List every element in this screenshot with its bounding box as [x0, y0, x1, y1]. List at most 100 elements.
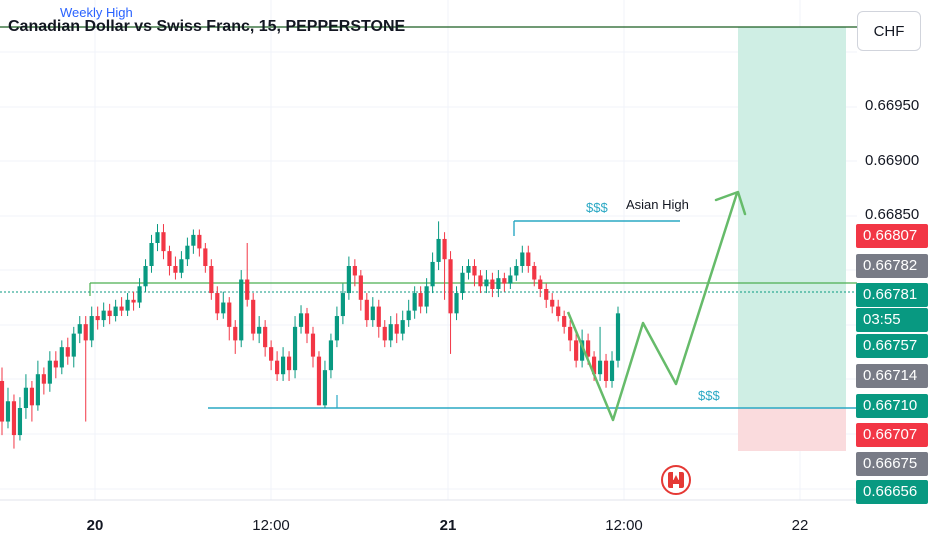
candle-body: [562, 316, 567, 327]
candle: [233, 320, 238, 354]
candle-body: [490, 279, 495, 289]
price-tag-red-line-price: 0.66807: [856, 224, 928, 248]
candle: [155, 224, 160, 252]
candle-body: [568, 326, 573, 341]
candle: [532, 261, 537, 287]
candle: [221, 291, 226, 319]
candle: [23, 374, 29, 419]
candle: [466, 259, 471, 280]
candle: [316, 351, 322, 406]
price-tag-low-price: 0.66656: [856, 480, 928, 504]
candle: [544, 283, 549, 308]
candle: [292, 316, 298, 379]
candle: [125, 293, 130, 317]
candle: [101, 302, 106, 327]
time-axis-tick: 21: [439, 517, 457, 534]
price-tag-stop-price: 0.66707: [856, 423, 928, 447]
liquidity-bottom-label: $$$: [698, 388, 720, 403]
price-tag-target-price: 0.66757: [856, 334, 928, 358]
candle: [59, 340, 64, 375]
candle: [574, 333, 579, 368]
price-tag-last-price: 0.66781: [856, 283, 928, 307]
candle: [346, 256, 351, 300]
candle: [179, 251, 184, 279]
candle: [77, 316, 82, 344]
candle-body: [149, 243, 154, 266]
candle-body: [544, 288, 549, 300]
candle: [526, 245, 531, 273]
candle-body: [143, 265, 148, 287]
candle-body: [442, 238, 447, 260]
candle-body: [394, 324, 399, 334]
candle: [550, 293, 555, 314]
weekly-high-label[interactable]: Weekly High: [60, 5, 133, 20]
candle: [173, 256, 178, 280]
candle-body: [424, 286, 429, 307]
candle: [352, 259, 357, 287]
candle-body: [418, 293, 423, 307]
candle: [562, 310, 567, 334]
candle-body: [478, 275, 483, 287]
candle: [280, 347, 286, 381]
currency-selector[interactable]: CHF: [857, 11, 921, 51]
candle: [448, 251, 453, 354]
candle-body: [436, 238, 441, 262]
maple-leaf: [671, 475, 681, 484]
candle-body: [119, 306, 124, 311]
price-tag-line-price: 0.66782: [856, 254, 928, 278]
candle-body: [257, 326, 262, 334]
time-axis-tick: 22: [791, 517, 809, 534]
candle-body: [275, 360, 280, 375]
candle: [430, 252, 435, 294]
candle-body: [203, 248, 208, 266]
candle: [131, 291, 136, 311]
candle: [364, 293, 369, 327]
candle-body: [292, 326, 298, 371]
candle: [209, 259, 214, 300]
candle-body: [520, 252, 525, 266]
candle-body: [514, 265, 519, 276]
candle: [424, 278, 429, 314]
candle-body: [304, 313, 310, 334]
candle: [340, 283, 345, 325]
time-axis-tick: 12:00: [252, 517, 290, 534]
candle: [35, 360, 40, 411]
candle: [304, 307, 310, 344]
candle-body: [502, 278, 507, 284]
candle-body: [340, 293, 345, 317]
candle: [406, 299, 411, 327]
candle-body: [376, 306, 381, 327]
candle-body: [11, 401, 17, 436]
candle-body: [53, 360, 58, 368]
symbol-title[interactable]: Canadian Dollar vs Swiss Franc, 15, PEPP…: [8, 18, 406, 35]
candle-body: [227, 302, 232, 327]
candle-body: [89, 316, 94, 341]
candle-body: [185, 245, 190, 260]
candle-body: [472, 265, 477, 276]
candle: [161, 224, 166, 260]
candle: [472, 259, 477, 287]
candle-body: [382, 326, 387, 341]
candle-body: [83, 324, 88, 341]
candle: [412, 286, 417, 319]
liquidity-top-label: $$$: [586, 200, 608, 215]
candle-body: [430, 261, 435, 287]
candle: [334, 306, 340, 348]
price-tag-entry-price: 0.66710: [856, 394, 928, 418]
candle-body: [47, 360, 52, 384]
candle-body: [35, 374, 40, 406]
time-axis-tick: 20: [86, 517, 104, 534]
candle: [65, 337, 70, 365]
candle-body: [245, 279, 250, 300]
candle: [310, 326, 316, 368]
candle-body: [388, 324, 393, 341]
candle-body: [609, 360, 615, 381]
candle: [275, 351, 280, 381]
candle: [257, 316, 262, 344]
candle-body: [113, 306, 118, 317]
candle-body: [197, 234, 202, 249]
candle-body: [263, 326, 268, 348]
candle: [508, 267, 513, 289]
